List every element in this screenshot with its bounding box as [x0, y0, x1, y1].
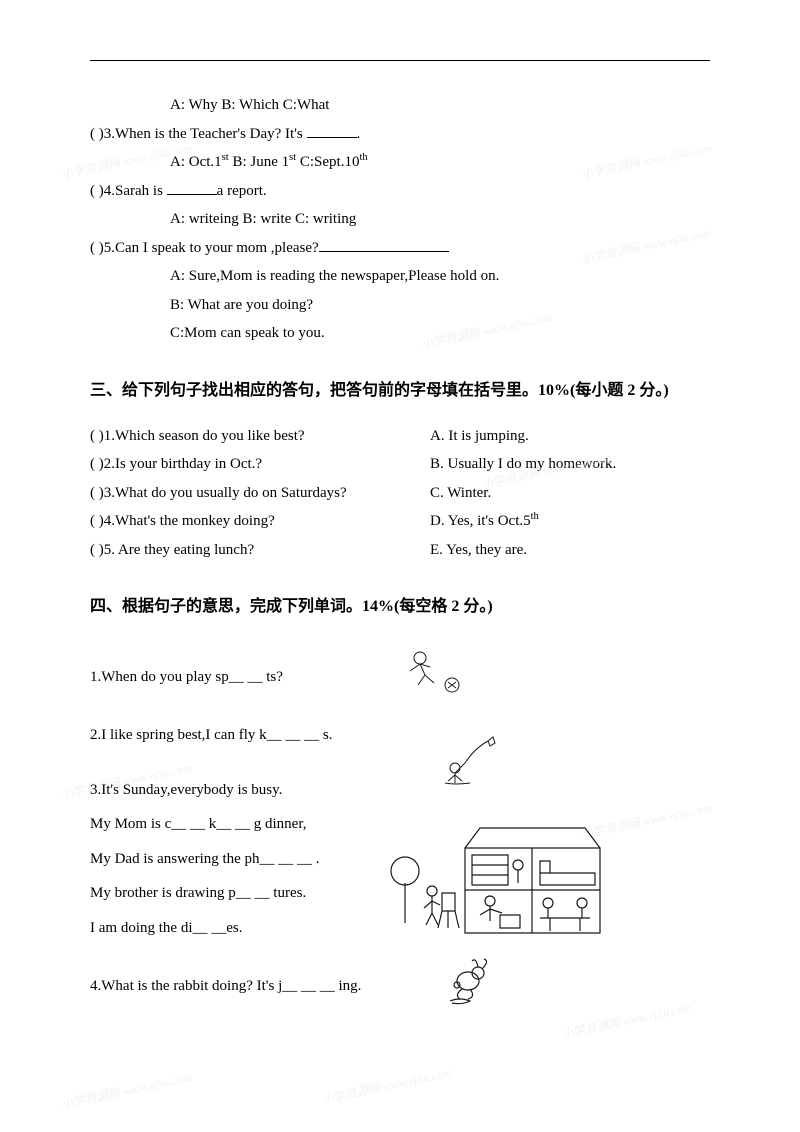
q: 3.What do you usually do on Saturdays?	[104, 485, 347, 501]
match-row: ( )3.What do you usually do on Saturdays…	[90, 479, 710, 508]
paren: ( )	[90, 183, 104, 199]
q3-b: B: June 1	[229, 154, 289, 170]
q3-c: C:Sept.10	[296, 154, 359, 170]
q: 1.Which season do you like best?	[104, 428, 305, 444]
q3-choices: A: Oct.1st B: June 1st C:Sept.10th	[170, 148, 710, 177]
q4-text: 4.Sarah is	[104, 183, 167, 199]
watermark: 小学资源网 www.xj5u.com	[319, 1061, 454, 1111]
q5-c: C:Mom can speak to you.	[170, 319, 710, 348]
a: B. Usually I do my homework.	[430, 450, 616, 479]
sup: th	[359, 152, 367, 163]
house-illustration	[390, 793, 610, 943]
section3-title: 三、给下列句子找出相应的答句，把答句前的字母填在括号里。10%(每小题 2 分。…	[90, 376, 710, 406]
q5-b: B: What are you doing?	[170, 291, 710, 320]
a: E. Yes, they are.	[430, 536, 527, 565]
paren: ( )	[90, 240, 104, 256]
a-pre: D. Yes, it's Oct.5	[430, 513, 531, 529]
q2-choices: A: Why B: Which C:What	[170, 91, 710, 120]
match-row: ( )4.What's the monkey doing? D. Yes, it…	[90, 507, 710, 536]
q5-a: A: Sure,Mom is reading the newspaper,Ple…	[170, 262, 710, 291]
a: C. Winter.	[430, 479, 491, 508]
match-row: ( )2.Is your birthday in Oct.? B. Usuall…	[90, 450, 710, 479]
q4-choices: A: writeing B: write C: writing	[170, 205, 710, 234]
sup: th	[531, 511, 539, 522]
match-row: ( )1.Which season do you like best? A. I…	[90, 422, 710, 451]
paren: ( )	[90, 126, 104, 142]
paren: ( )	[90, 485, 104, 501]
a: A. It is jumping.	[430, 422, 529, 451]
paren: ( )	[90, 513, 104, 529]
paren: ( )	[90, 456, 104, 472]
q4-line: ( )4.Sarah is a report.	[90, 177, 710, 206]
kite-illustration	[440, 733, 500, 788]
blank	[319, 251, 449, 252]
rabbit-illustration	[440, 953, 495, 1008]
q4-tail: a report.	[217, 183, 267, 199]
watermark: 小学资源网 www.xj5u.com	[59, 1066, 194, 1116]
blank	[307, 137, 357, 138]
q3-line: ( )3.When is the Teacher's Day? It's .	[90, 120, 710, 149]
section4-title: 四、根据句子的意思，完成下列单词。14%(每空格 2 分。)	[90, 592, 710, 622]
q5-text: 5.Can I speak to your mom ,please?	[104, 240, 319, 256]
soccer-illustration	[400, 643, 470, 698]
q: 5. Are they eating lunch?	[104, 542, 254, 558]
sec4-q4: 4.What is the rabbit doing? It's j__ __ …	[90, 972, 710, 1001]
paren: ( )	[90, 542, 104, 558]
q3-text: 3.When is the Teacher's Day? It's	[104, 126, 307, 142]
paren: ( )	[90, 428, 104, 444]
match-row: ( )5. Are they eating lunch? E. Yes, the…	[90, 536, 710, 565]
blank	[167, 194, 217, 195]
section4-body: 1.When do you play sp__ __ ts? 2.I like …	[90, 663, 710, 1001]
sec4-q2: 2.I like spring best,I can fly k__ __ __…	[90, 721, 710, 750]
q3-a: A: Oct.1	[170, 154, 222, 170]
watermark: 小学资源网 www.xj5u.com	[559, 996, 694, 1046]
sup: st	[222, 152, 229, 163]
a: D. Yes, it's Oct.5th	[430, 507, 539, 536]
q: 2.Is your birthday in Oct.?	[104, 456, 262, 472]
q: 4.What's the monkey doing?	[104, 513, 275, 529]
q5-line: ( )5.Can I speak to your mom ,please?	[90, 234, 710, 263]
top-rule	[90, 60, 710, 61]
